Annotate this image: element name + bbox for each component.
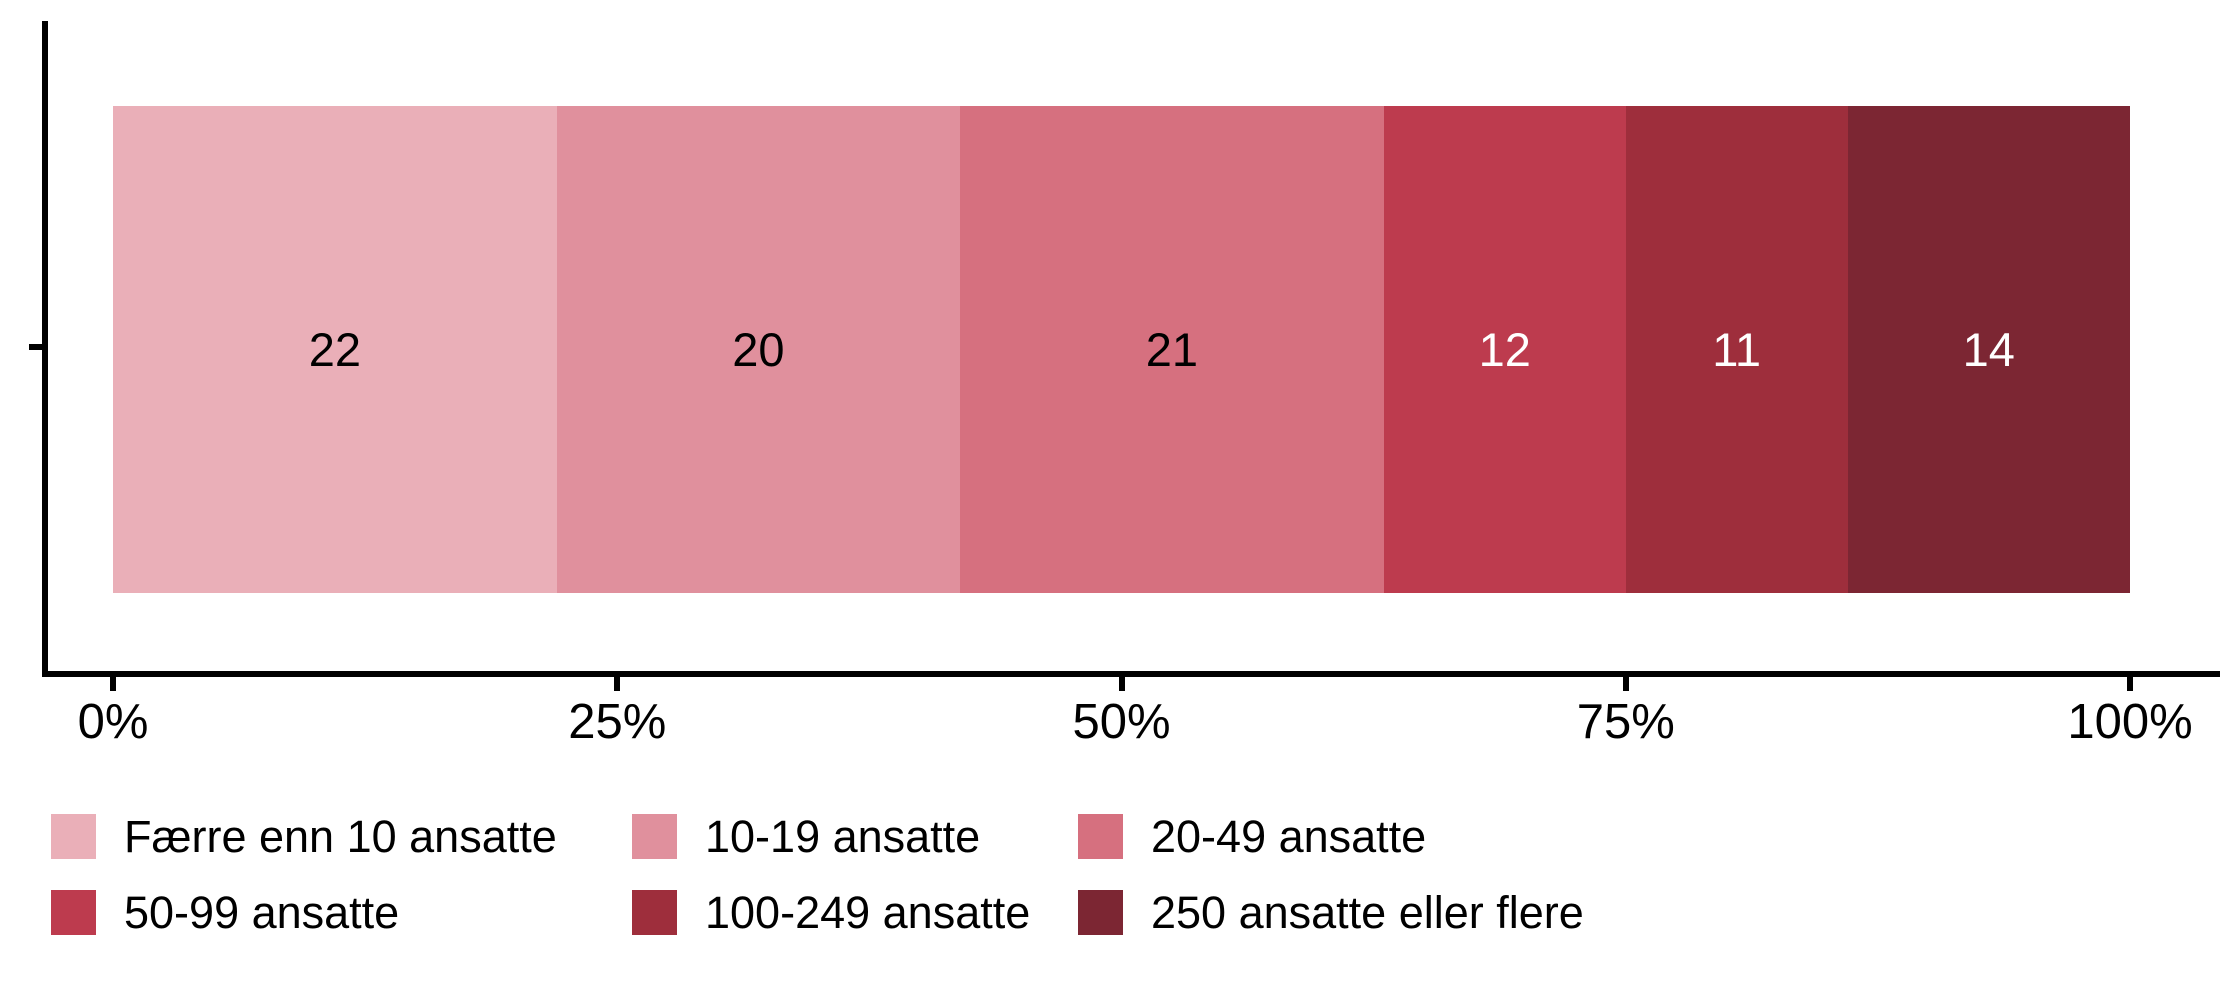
bar-segment-3: 21 — [960, 106, 1384, 593]
bar-segment-value: 11 — [1712, 323, 1762, 376]
bar-segment-value: 12 — [1478, 323, 1531, 376]
legend-label: Færre enn 10 ansatte — [124, 811, 557, 862]
bar-segment-value: 14 — [1962, 323, 2015, 376]
x-axis-tick-labels: 0% 25% 50% 75% 100% — [78, 694, 2193, 754]
bar-segment-value: 21 — [1145, 323, 1199, 376]
x-axis-tick-label: 0% — [77, 695, 149, 749]
x-axis-tick-label: 25% — [568, 695, 667, 749]
x-axis-tick-label: 75% — [1576, 695, 1675, 749]
legend-swatch-icon — [1078, 890, 1123, 935]
legend-item-1: Færre enn 10 ansatte — [51, 814, 632, 859]
x-axis-tick-label: 50% — [1072, 695, 1171, 749]
bar-segment-value: 20 — [732, 323, 785, 376]
x-axis-line — [42, 671, 2220, 677]
legend-item-6: 250 ansatte eller flere — [1078, 890, 1584, 935]
x-axis-tick-mark — [1118, 677, 1125, 691]
stacked-bar: 22 20 21 12 11 14 — [113, 106, 2130, 593]
legend-swatch-icon — [51, 890, 96, 935]
legend-item-4: 50-99 ansatte — [51, 890, 632, 935]
bar-segment-5: 11 — [1625, 106, 1848, 593]
legend-label: 50-99 ansatte — [124, 887, 400, 938]
legend-item-5: 100-249 ansatte — [632, 890, 1078, 935]
x-axis-tick-label: 100% — [2067, 695, 2193, 749]
bar-segment-1: 22 — [113, 106, 557, 593]
bar-segment-6: 14 — [1847, 106, 2130, 593]
x-axis-tick-mark — [614, 677, 621, 691]
legend-item-2: 10-19 ansatte — [632, 814, 1078, 859]
bar-segment-4: 12 — [1383, 106, 1626, 593]
y-axis-tick — [29, 344, 42, 350]
x-axis-tick-mark — [1622, 677, 1629, 691]
y-axis-line — [42, 21, 48, 677]
x-axis-ticks — [110, 677, 2133, 691]
legend-label: 100-249 ansatte — [705, 887, 1031, 938]
legend-swatch-icon — [632, 890, 677, 935]
legend-item-3: 20-49 ansatte — [1078, 814, 1584, 859]
x-axis-tick-mark — [110, 677, 116, 691]
bar-segment-2: 20 — [556, 106, 961, 593]
legend-label: 20-49 ansatte — [1151, 811, 1427, 862]
x-axis-tick-mark — [2127, 677, 2133, 691]
legend-swatch-icon — [1078, 814, 1123, 859]
legend: Færre enn 10 ansatte 10-19 ansatte 20-49 a… — [51, 814, 1584, 935]
legend-label: 10-19 ansatte — [705, 811, 981, 862]
legend-swatch-icon — [51, 814, 96, 859]
legend-label: 250 ansatte eller flere — [1151, 887, 1584, 938]
bar-segment-value: 22 — [308, 323, 361, 376]
legend-swatch-icon — [632, 814, 677, 859]
